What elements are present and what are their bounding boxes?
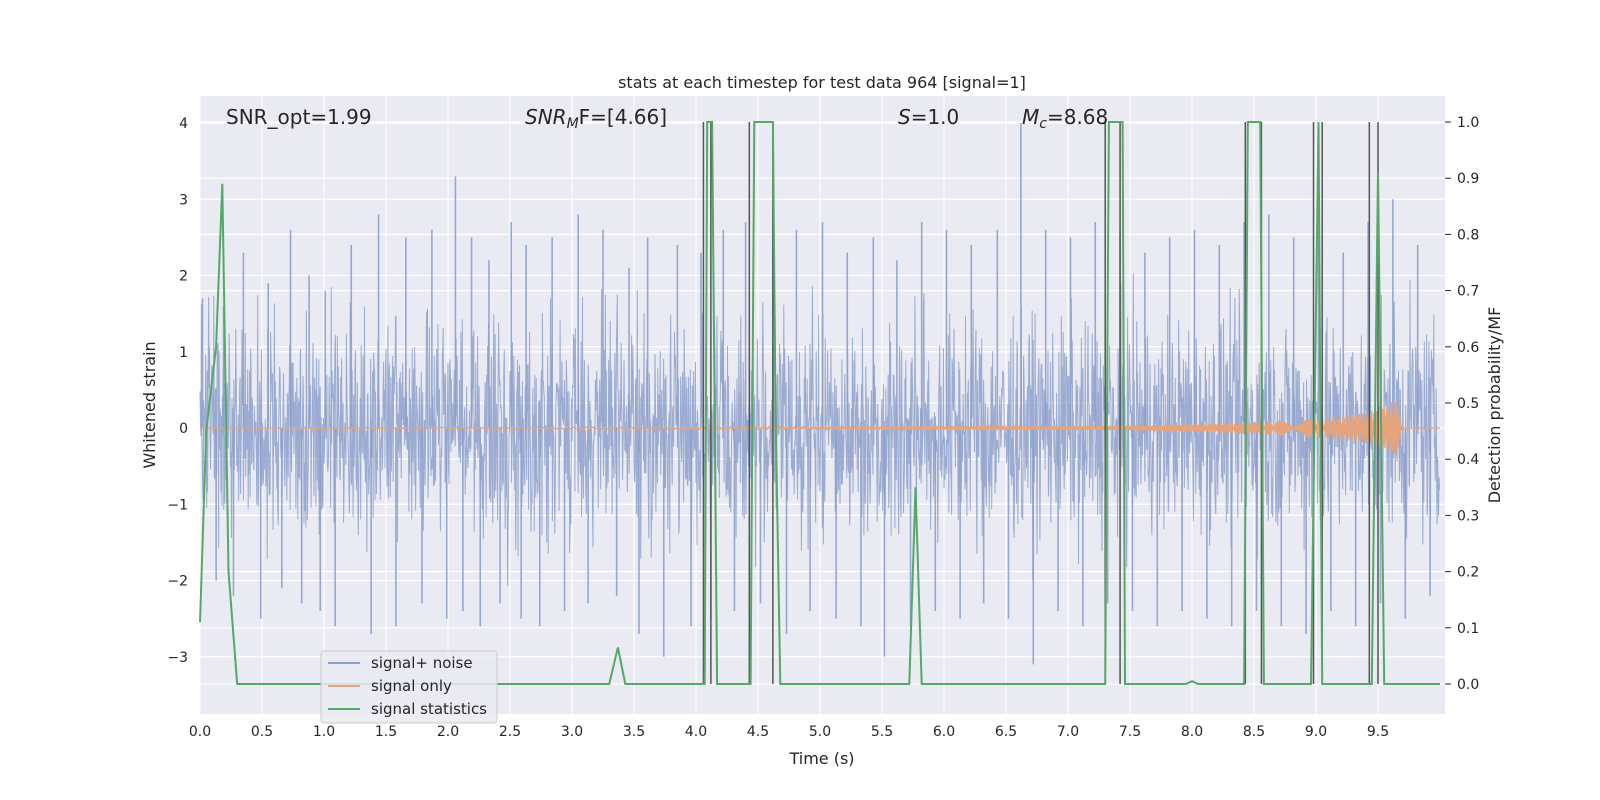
annotation-snr-mf: SNRMF=[4.66] bbox=[525, 105, 667, 132]
y-tick-label-right: 0.3 bbox=[1457, 508, 1479, 524]
x-tick-label: 2.5 bbox=[499, 724, 521, 740]
x-tick-label: 4.0 bbox=[685, 724, 707, 740]
x-tick-label: 1.5 bbox=[375, 724, 397, 740]
y-tick-label-left: 0 bbox=[179, 421, 188, 437]
legend: signal+ noise signal only signal statist… bbox=[320, 650, 498, 724]
x-tick-label: 2.0 bbox=[437, 724, 459, 740]
x-tick-label: 3.0 bbox=[561, 724, 583, 740]
y-tick-label-left: −3 bbox=[167, 650, 188, 666]
y-tick-label-right: 0.1 bbox=[1457, 621, 1479, 637]
stats-trace bbox=[199, 121, 1440, 685]
legend-label-signal: signal only bbox=[371, 677, 452, 695]
x-tick-label: 6.0 bbox=[933, 724, 955, 740]
x-tick-label: 7.0 bbox=[1057, 724, 1079, 740]
y-tick-label-left: −2 bbox=[167, 574, 188, 590]
y-tick-label-right: 0.2 bbox=[1457, 565, 1479, 581]
annotation-mc-sub: c bbox=[1039, 116, 1047, 132]
annotation-snr-mf-rest: F=[4.66] bbox=[579, 105, 667, 129]
y-ticks-left: 4 3 2 1 0 −1 −2 −3 bbox=[167, 116, 188, 666]
y-tick-label-left: 2 bbox=[179, 269, 188, 285]
chart-title: stats at each timestep for test data 964… bbox=[618, 73, 1026, 92]
y-tick-label-right: 0.6 bbox=[1457, 340, 1479, 356]
y-tick-label-left: 4 bbox=[179, 116, 188, 132]
x-tick-label: 8.5 bbox=[1243, 724, 1265, 740]
series-signal-statistics bbox=[199, 121, 1440, 685]
annotation-mc: Mc=8.68 bbox=[1022, 105, 1108, 132]
y-axis-label-left: Whitened strain bbox=[140, 341, 159, 468]
annotation-mc-rest: =8.68 bbox=[1047, 105, 1108, 129]
x-tick-label: 8.0 bbox=[1181, 724, 1203, 740]
annotation-snr-mf-name: SNR bbox=[525, 105, 567, 129]
x-tick-label: 5.0 bbox=[809, 724, 831, 740]
x-tick-label: 4.5 bbox=[747, 724, 769, 740]
signal-trace bbox=[200, 401, 1440, 457]
y-tick-label-right: 0.5 bbox=[1457, 396, 1479, 412]
x-tick-label: 9.0 bbox=[1305, 724, 1327, 740]
x-tick-label: 9.5 bbox=[1367, 724, 1389, 740]
series-signal-only bbox=[200, 401, 1440, 457]
y-tick-label-left: −1 bbox=[167, 497, 188, 513]
y-tick-label-right: 0.7 bbox=[1457, 284, 1479, 300]
annotation-s-rest: =1.0 bbox=[911, 105, 960, 129]
y-tick-label-right: 0.4 bbox=[1457, 452, 1479, 468]
y-tick-label-left: 1 bbox=[179, 345, 188, 361]
legend-label-noise: signal+ noise bbox=[371, 654, 473, 672]
x-tick-label: 7.5 bbox=[1119, 724, 1141, 740]
y-tick-label-right: 0.9 bbox=[1457, 171, 1479, 187]
legend-label-stats: signal statistics bbox=[371, 700, 487, 718]
y-ticks-right: 1.0 0.9 0.8 0.7 0.6 0.5 0.4 0.3 0.2 0.1 0.0 bbox=[1445, 115, 1479, 693]
y-tick-label-right: 0.0 bbox=[1457, 677, 1479, 693]
x-tick-label: 1.0 bbox=[313, 724, 335, 740]
x-tick-label: 5.5 bbox=[871, 724, 893, 740]
x-axis-label: Time (s) bbox=[788, 749, 854, 768]
annotation-mc-name: M bbox=[1022, 105, 1039, 129]
y-tick-label-right: 0.8 bbox=[1457, 227, 1479, 243]
annotation-s-name: S bbox=[898, 105, 911, 129]
annotation-snr-opt: SNR_opt=1.99 bbox=[226, 105, 372, 129]
x-tick-label: 3.5 bbox=[623, 724, 645, 740]
x-tick-label: 0.5 bbox=[251, 724, 273, 740]
y-tick-label-right: 1.0 bbox=[1457, 115, 1479, 131]
x-ticks: 0.0 0.5 1.0 1.5 2.0 2.5 3.0 3.5 4.0 4.5 5.0 5.5 6.0 6… bbox=[189, 724, 1389, 740]
x-tick-label: 6.5 bbox=[995, 724, 1017, 740]
legend-box bbox=[320, 650, 498, 724]
annotation-snr-mf-sub: M bbox=[567, 116, 579, 132]
y-axis-label-right: Detection probability/MF bbox=[1485, 307, 1504, 504]
x-tick-label: 0.0 bbox=[189, 724, 211, 740]
annotation-s: S=1.0 bbox=[898, 105, 959, 129]
y-tick-label-left: 3 bbox=[179, 192, 188, 208]
